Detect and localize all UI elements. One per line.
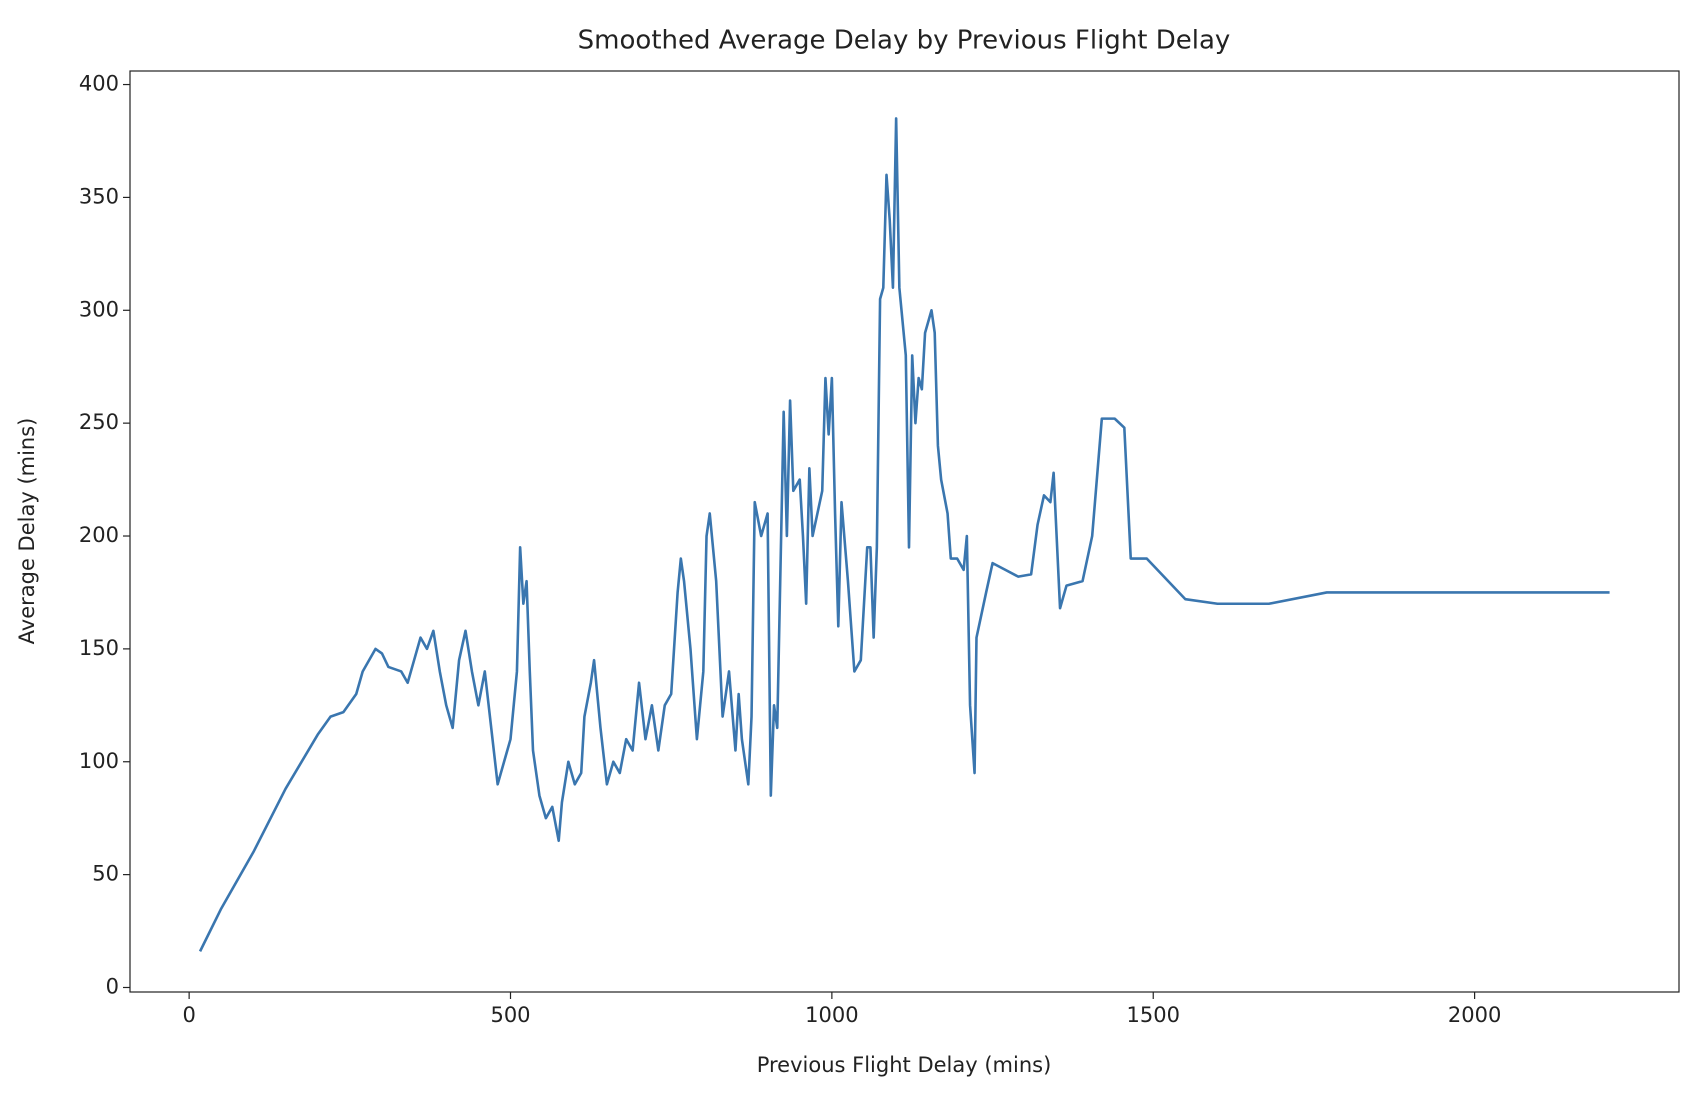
chart-title: Smoothed Average Delay by Previous Fligh… [578,26,1231,56]
y-tick-label: 250 [79,410,119,434]
plot-frame [129,70,1680,993]
x-tick-label: 1500 [1127,1003,1180,1027]
data-line [198,117,1610,952]
y-tick-label: 0 [106,974,119,998]
y-tick-label: 200 [79,523,119,547]
y-tick-label: 350 [79,184,119,208]
x-tick-label: 2000 [1448,1003,1501,1027]
y-tick-label: 400 [79,72,119,96]
x-axis-label: Previous Flight Delay (mins) [757,1053,1052,1077]
y-tick-label: 50 [92,862,119,886]
x-tick-label: 500 [490,1003,530,1027]
x-tick-label: 1000 [805,1003,858,1027]
x-tick-label: 0 [182,1003,195,1027]
y-axis-label: Average Delay (mins) [15,418,39,645]
y-tick-label: 100 [79,749,119,773]
y-tick-label: 300 [79,297,119,321]
y-tick-label: 150 [79,636,119,660]
